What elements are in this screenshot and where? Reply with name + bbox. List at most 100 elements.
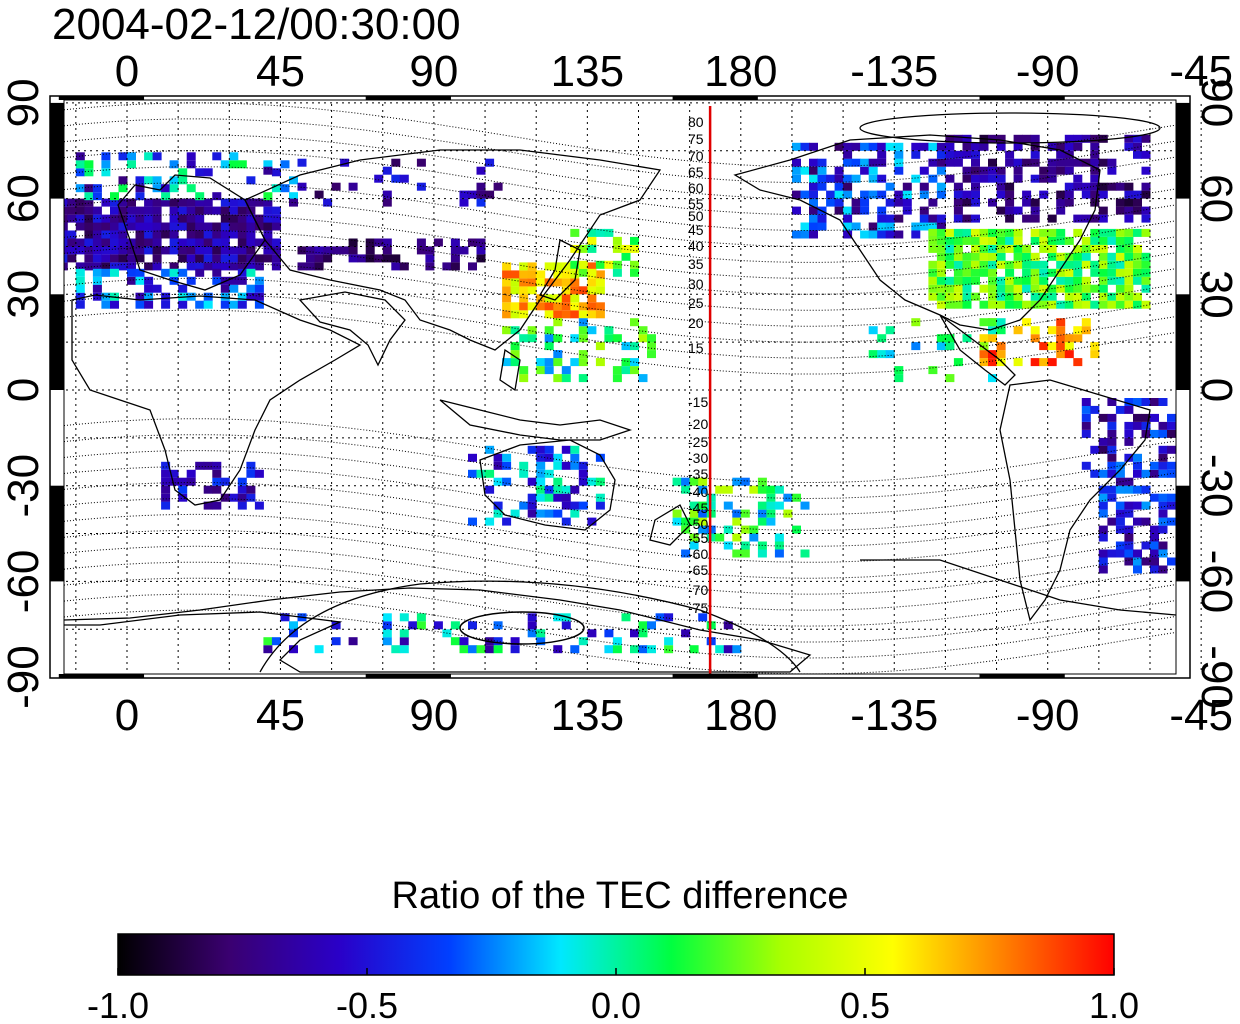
tec-cell (894, 166, 904, 175)
tec-cell (169, 262, 179, 271)
tec-cell (962, 166, 972, 175)
tec-cell (1090, 284, 1100, 293)
tec-cell (493, 453, 503, 462)
tec-cell (144, 230, 154, 239)
tec-cell (595, 260, 605, 269)
tec-cell (468, 262, 477, 271)
tec-cell (246, 268, 256, 277)
tec-cell (962, 276, 972, 285)
tec-cell (1039, 166, 1049, 175)
tec-cell (911, 174, 921, 183)
tec-cell (450, 262, 460, 271)
tec-cell (928, 174, 938, 183)
tec-cell (971, 198, 980, 207)
tec-cell (962, 334, 972, 343)
tec-cell (271, 214, 281, 223)
tec-cell (732, 517, 742, 526)
tec-cell (988, 268, 997, 277)
tec-cell (237, 160, 247, 169)
tec-cell (1013, 142, 1023, 151)
tec-cell (536, 461, 546, 470)
tec-cell (1167, 501, 1176, 510)
tec-cell (118, 254, 128, 263)
tec-cell (587, 477, 597, 486)
tec-cell (1098, 413, 1108, 422)
tec-cell (1141, 252, 1151, 261)
tec-cell (203, 230, 213, 239)
tec-cell (1039, 284, 1049, 293)
frame-tick-bars (50, 96, 1190, 678)
bottom-longitude-labels: 0 45 90 135 180 -135 -90 -45 (115, 691, 1233, 740)
tec-cell (64, 238, 68, 247)
tec-cell (1081, 190, 1091, 199)
tec-cell (1056, 326, 1066, 335)
tec-cell (715, 645, 725, 654)
tec-cell (186, 198, 196, 207)
tec-cell (928, 284, 938, 293)
tec-cell (306, 254, 315, 263)
tec-cell (962, 292, 972, 301)
tec-cell (953, 236, 963, 245)
tec-cell (1056, 166, 1066, 175)
tec-cell (536, 270, 546, 279)
tec-cell (289, 629, 298, 638)
tec-cell (510, 302, 520, 311)
tec-cell (953, 158, 963, 167)
tec-cell (1184, 470, 1193, 478)
tec-cell (289, 192, 298, 201)
tec-cell (1124, 549, 1134, 558)
tec-cell (75, 276, 85, 285)
tec-cell (178, 300, 188, 309)
tec-cell (1124, 228, 1134, 237)
tec-cell (374, 174, 384, 183)
tec-cell (561, 278, 571, 287)
tec-cell (928, 228, 938, 237)
tec-cell (962, 190, 972, 199)
tec-cell (1124, 429, 1134, 438)
tec-cell (1124, 244, 1134, 253)
tec-cell (536, 278, 546, 287)
tec-cell (1064, 134, 1074, 143)
tec-cell (101, 168, 111, 177)
tec-cell (1030, 150, 1040, 159)
tec-cell (1107, 228, 1117, 237)
tec-cell (1133, 485, 1142, 494)
tec-cell (1141, 134, 1151, 143)
tec-cell (1141, 541, 1151, 550)
tec-cell (254, 198, 264, 207)
tec-cell (570, 645, 580, 654)
tec-cell (936, 158, 946, 167)
tec-cell (1073, 334, 1083, 343)
tec-cell (169, 238, 179, 247)
tec-cell (1133, 421, 1142, 430)
tec-cell (1081, 284, 1091, 293)
tec-cell (536, 637, 546, 646)
tec-cell (877, 206, 887, 215)
tec-cell (1158, 525, 1168, 534)
tec-cell (612, 268, 622, 277)
tec-cell (1133, 565, 1142, 574)
colorbar-ticks: -1.0 -0.5 0.0 0.5 1.0 (87, 968, 1139, 1024)
tec-cell (1047, 292, 1057, 301)
tec-cell (996, 236, 1006, 245)
tec-cell (64, 206, 68, 215)
tec-cell (1039, 342, 1049, 351)
tec-cell (1141, 182, 1151, 191)
contour-label: 20 (688, 315, 704, 331)
tec-cell (92, 254, 102, 263)
tec-cell (1184, 406, 1193, 414)
tec-cell (800, 190, 810, 199)
tec-cell (1115, 300, 1125, 309)
tec-cell (1039, 292, 1049, 301)
tec-cell (536, 477, 546, 486)
tec-cell (212, 238, 222, 247)
tec-cell (1098, 501, 1108, 510)
tec-cell (203, 254, 213, 263)
tec-cell (110, 300, 119, 309)
tec-cell (1081, 134, 1091, 143)
tec-cell (178, 206, 188, 215)
tec-cell (996, 182, 1006, 191)
tec-cell (1098, 206, 1108, 215)
tec-cell (1107, 421, 1117, 430)
tec-cell (178, 477, 188, 486)
